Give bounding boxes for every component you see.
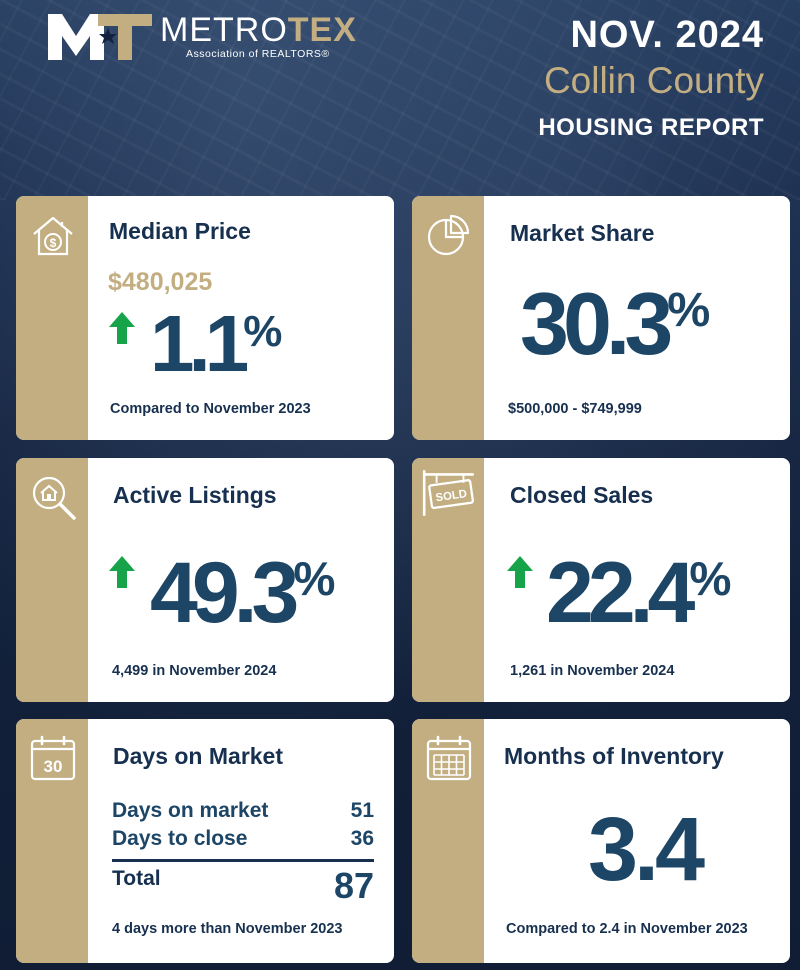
median-price-change: 1.1% bbox=[150, 299, 282, 388]
arrow-up-icon bbox=[507, 556, 533, 588]
days-to-close-row: Days to close 36 bbox=[112, 827, 374, 850]
pie-chart-icon bbox=[427, 214, 470, 256]
median-price-card: $ Median Price $480,025 1.1% Compared to… bbox=[16, 196, 394, 440]
logo-wordmark: METROTEX bbox=[160, 11, 357, 49]
svg-text:30: 30 bbox=[44, 757, 63, 776]
card-title: Closed Sales bbox=[510, 482, 654, 508]
total-divider bbox=[112, 859, 374, 862]
card-title: Active Listings bbox=[113, 482, 277, 508]
market-share-value: 30.3% bbox=[520, 274, 710, 373]
card-caption: 4,499 in November 2024 bbox=[112, 663, 277, 679]
closed-sales-change: 22.4% bbox=[546, 545, 731, 641]
card-title: Median Price bbox=[109, 218, 251, 244]
arrow-up-icon bbox=[109, 312, 135, 344]
card-title: Months of Inventory bbox=[504, 743, 724, 769]
closed-sales-card: SOLD Closed Sales 22.4% 1,261 in Novembe… bbox=[412, 458, 790, 702]
active-listings-change: 49.3% bbox=[150, 545, 335, 641]
days-on-market-row: Days on market 51 bbox=[112, 799, 374, 822]
total-value: 87 bbox=[333, 865, 374, 906]
sold-sign-icon: SOLD bbox=[422, 470, 474, 516]
metrotex-logo: METROTEX Association of REALTORS® bbox=[46, 10, 376, 62]
card-caption: $500,000 - $749,999 bbox=[508, 401, 642, 417]
card-caption: Compared to 2.4 in November 2023 bbox=[506, 921, 748, 937]
months-inventory-value: 3.4 bbox=[588, 800, 705, 900]
house-dollar-icon: $ bbox=[33, 216, 73, 256]
card-caption: 4 days more than November 2023 bbox=[112, 921, 343, 937]
card-title: Market Share bbox=[510, 220, 655, 246]
median-price-value: $480,025 bbox=[108, 268, 213, 296]
mt-logo-mark-icon bbox=[48, 14, 152, 60]
calendar-grid-icon bbox=[426, 735, 472, 781]
svg-text:$: $ bbox=[50, 236, 57, 250]
calendar-30-icon: 30 bbox=[30, 735, 76, 781]
card-band bbox=[412, 719, 484, 963]
market-share-card: Market Share 30.3% $500,000 - $749,999 bbox=[412, 196, 790, 440]
report-date: NOV. 2024 bbox=[570, 14, 764, 56]
card-band bbox=[16, 719, 88, 963]
total-label: Total bbox=[112, 867, 161, 890]
active-listings-card: Active Listings 49.3% 4,499 in November … bbox=[16, 458, 394, 702]
days-on-market-card: 30 Days on Market Days on market 51 Days… bbox=[16, 719, 394, 963]
card-title: Days on Market bbox=[113, 743, 284, 769]
card-caption: 1,261 in November 2024 bbox=[510, 663, 675, 679]
report-title: HOUSING REPORT bbox=[538, 114, 764, 141]
card-band bbox=[16, 458, 88, 702]
card-band bbox=[16, 196, 88, 440]
svg-text:SOLD: SOLD bbox=[435, 488, 468, 504]
county-name: Collin County bbox=[543, 60, 764, 101]
house-search-icon bbox=[32, 476, 76, 520]
card-caption: Compared to November 2023 bbox=[110, 401, 311, 417]
months-of-inventory-card: Months of Inventory 3.4 Compared to 2.4 … bbox=[412, 719, 790, 963]
arrow-up-icon bbox=[109, 556, 135, 588]
logo-tagline: Association of REALTORS® bbox=[186, 48, 330, 60]
